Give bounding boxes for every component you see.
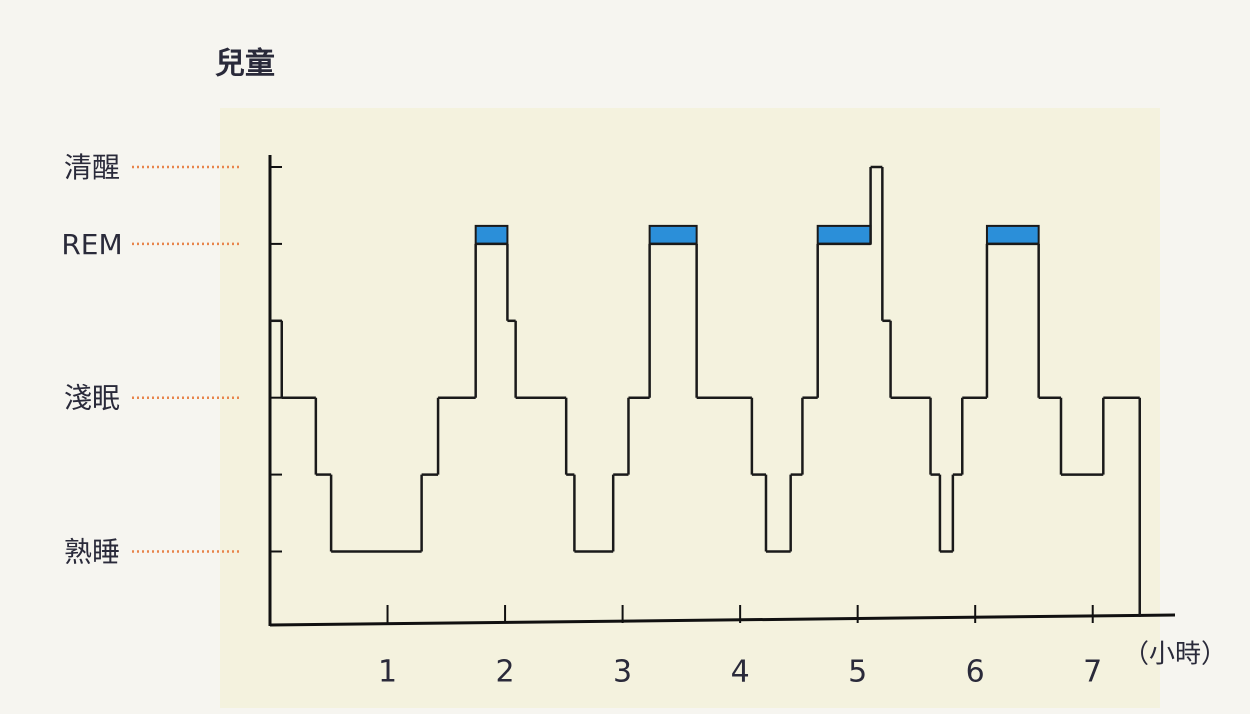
page-tint (220, 108, 1160, 708)
y-tick-label: 清醒 (64, 151, 120, 184)
x-tick-label: 4 (731, 655, 750, 690)
rem-block (816, 224, 872, 245)
y-tick-label: REM (61, 228, 122, 261)
x-tick-label: 1 (378, 655, 397, 690)
rem-block (474, 224, 509, 245)
y-tick-label: 熟睡 (64, 535, 120, 568)
x-axis-label: （小時） (1123, 640, 1227, 670)
x-tick-label: 5 (848, 655, 867, 690)
x-tick-label: 3 (613, 655, 632, 690)
x-tick-label: 2 (496, 655, 515, 690)
chart-title: 兒童 (215, 47, 275, 82)
x-tick-label: 7 (1083, 655, 1102, 690)
rem-block (985, 224, 1040, 245)
y-tick-label: 淺眠 (64, 382, 120, 415)
x-axis (269, 613, 1176, 627)
x-tick-label: 6 (966, 655, 985, 690)
rem-block (648, 224, 698, 245)
